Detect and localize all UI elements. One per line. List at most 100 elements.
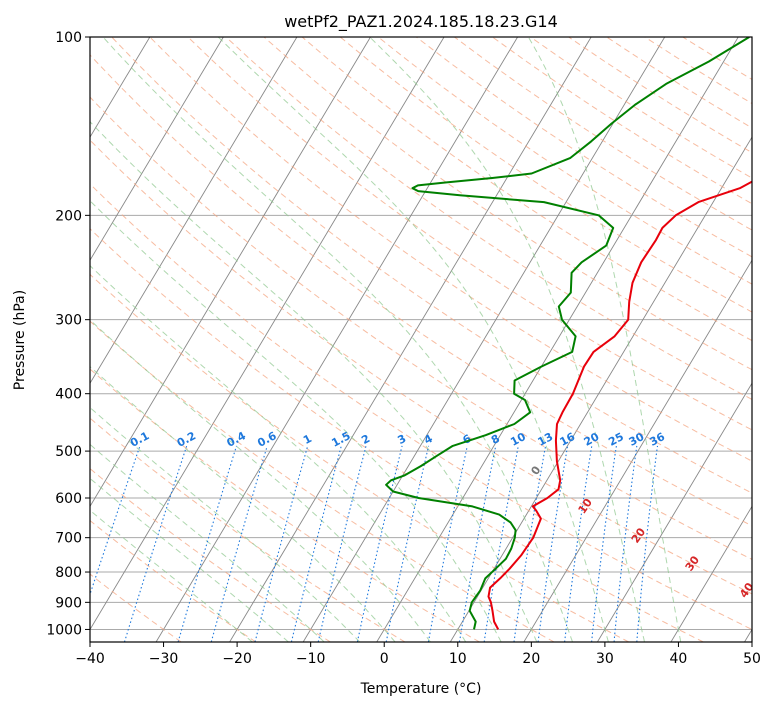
dry-adiabat-line bbox=[90, 228, 704, 642]
dry-adiabat-line bbox=[90, 519, 257, 642]
moist-adiabat-label: 0 bbox=[528, 463, 543, 477]
mixing-ratio-line bbox=[636, 445, 659, 642]
moist-adiabat-label: 10 bbox=[576, 496, 596, 516]
dry-adiabat-line bbox=[301, 37, 752, 342]
x-tick-label: 40 bbox=[670, 651, 688, 667]
moist-adiabat-line bbox=[90, 120, 538, 642]
y-tick-label: 200 bbox=[55, 208, 82, 224]
mixing-ratio-line bbox=[290, 445, 342, 642]
mixing-ratio-label: 3 bbox=[395, 432, 408, 447]
moist-adiabat-line bbox=[369, 37, 645, 642]
dry-adiabat-line bbox=[454, 37, 752, 231]
mixing-ratio-line bbox=[356, 445, 403, 642]
dry-adiabat-line bbox=[90, 183, 752, 630]
y-tick-label: 300 bbox=[55, 313, 82, 329]
moist-adiabat-line bbox=[90, 200, 502, 642]
mixing-ratio-label: 30 bbox=[627, 430, 647, 449]
x-axis-label: Temperature (°C) bbox=[360, 681, 482, 697]
mixing-ratio-line bbox=[123, 445, 188, 642]
mixing-ratio-label: 25 bbox=[606, 430, 626, 449]
y-tick-label: 500 bbox=[55, 444, 82, 460]
isotherm-line bbox=[597, 382, 752, 642]
dry-adiabat-line bbox=[90, 273, 629, 642]
mixing-ratio-label: 1 bbox=[301, 432, 314, 447]
moist-adiabat-line bbox=[102, 37, 573, 642]
dry-adiabat-label: -10 bbox=[33, 417, 56, 441]
dry-adiabat-line bbox=[90, 573, 182, 642]
moist-adiabat-line bbox=[217, 37, 609, 642]
moist-adiabat-label: 20 bbox=[629, 525, 649, 545]
temperature-line bbox=[487, 180, 752, 630]
y-tick-label: 100 bbox=[55, 30, 82, 46]
y-tick-label: 400 bbox=[55, 387, 82, 403]
mixing-ratio-label: 10 bbox=[508, 430, 528, 449]
y-tick-label: 800 bbox=[55, 565, 82, 581]
moist-adiabat-line bbox=[90, 509, 253, 642]
isotherm-line bbox=[229, 37, 592, 642]
moist-adiabat-label: 40 bbox=[737, 580, 757, 600]
y-tick-label: 700 bbox=[55, 531, 82, 547]
isotherm-line bbox=[449, 136, 752, 642]
mixing-ratio-label: 0.2 bbox=[175, 429, 198, 450]
x-tick-label: −40 bbox=[75, 651, 105, 667]
moist-adiabat-line bbox=[90, 477, 289, 642]
background-lines bbox=[0, 37, 752, 642]
dry-adiabat-line bbox=[149, 37, 752, 462]
mixing-ratio-label: 16 bbox=[558, 430, 578, 449]
x-tick-label: 20 bbox=[522, 651, 540, 667]
dewpoint-line bbox=[385, 37, 750, 630]
dry-adiabat-line bbox=[339, 37, 752, 313]
y-tick-label: 900 bbox=[55, 595, 82, 611]
dry-adiabat-line bbox=[225, 37, 752, 400]
mixing-ratio-line bbox=[210, 445, 268, 642]
mixing-ratio-line bbox=[613, 445, 638, 642]
profile-series bbox=[385, 37, 752, 630]
isotherm-line bbox=[90, 37, 445, 631]
moist-adiabat-line bbox=[90, 443, 325, 642]
moist-adiabat-line bbox=[90, 264, 467, 642]
mixing-ratio-line bbox=[90, 445, 141, 596]
mixing-ratio-line bbox=[458, 445, 497, 642]
dry-adiabat-line bbox=[377, 37, 752, 285]
dry-adiabat-line bbox=[90, 417, 406, 642]
moist-adiabat-line bbox=[527, 37, 682, 642]
x-tick-label: −20 bbox=[222, 651, 252, 667]
dry-adiabat-line bbox=[90, 368, 480, 642]
mixing-ratio-line bbox=[177, 445, 238, 642]
x-axis-ticks: −40 −30 −20 −10 0 10 20 30 40 50 bbox=[75, 642, 761, 667]
mixing-ratio-line bbox=[537, 445, 569, 642]
isotherm-line bbox=[90, 37, 224, 262]
isotherm-line bbox=[670, 505, 752, 642]
moist-adiabat-line bbox=[90, 319, 431, 642]
mixing-ratio-line bbox=[591, 445, 617, 642]
isotherm-line bbox=[90, 37, 298, 385]
isotherm-line bbox=[302, 37, 666, 642]
moist-adiabat-line bbox=[90, 365, 396, 642]
dry-adiabat-line bbox=[263, 37, 752, 371]
y-axis-label: Pressure (hPa) bbox=[12, 290, 28, 390]
y-tick-label: 1000 bbox=[46, 622, 82, 638]
line-annotations: -100-90-80-70-60-50-40-30-20-10010203040… bbox=[33, 417, 757, 600]
x-tick-label: 30 bbox=[596, 651, 614, 667]
mixing-ratio-label: 4 bbox=[422, 432, 435, 447]
mixing-ratio-label: 0.4 bbox=[225, 429, 249, 450]
moist-adiabat-line bbox=[90, 406, 361, 642]
x-tick-label: 50 bbox=[743, 651, 761, 667]
mixing-ratio-line bbox=[513, 445, 547, 642]
mixing-ratio-line bbox=[254, 445, 309, 642]
isotherm-line bbox=[0, 37, 3, 642]
dry-adiabat-line bbox=[111, 37, 752, 494]
mixing-ratio-label: 13 bbox=[536, 430, 556, 449]
mixing-ratio-line bbox=[564, 445, 593, 642]
dry-adiabat-line bbox=[568, 37, 752, 154]
moist-adiabat-label: 30 bbox=[683, 553, 703, 573]
mixing-ratio-label: 1.5 bbox=[329, 429, 352, 450]
chart-title: wetPf2_PAZ1.2024.185.18.23.G14 bbox=[284, 12, 558, 32]
isotherm-line bbox=[376, 37, 739, 642]
dry-adiabat-line bbox=[415, 37, 752, 258]
dry-adiabat-line bbox=[492, 37, 752, 205]
mixing-ratio-label: 0.1 bbox=[128, 429, 151, 450]
y-axis-ticks: 100 200 300 400 500 600 700 800 900 1000 bbox=[46, 30, 90, 638]
isotherm-line bbox=[155, 37, 518, 642]
mixing-ratio-label: 8 bbox=[489, 432, 502, 447]
